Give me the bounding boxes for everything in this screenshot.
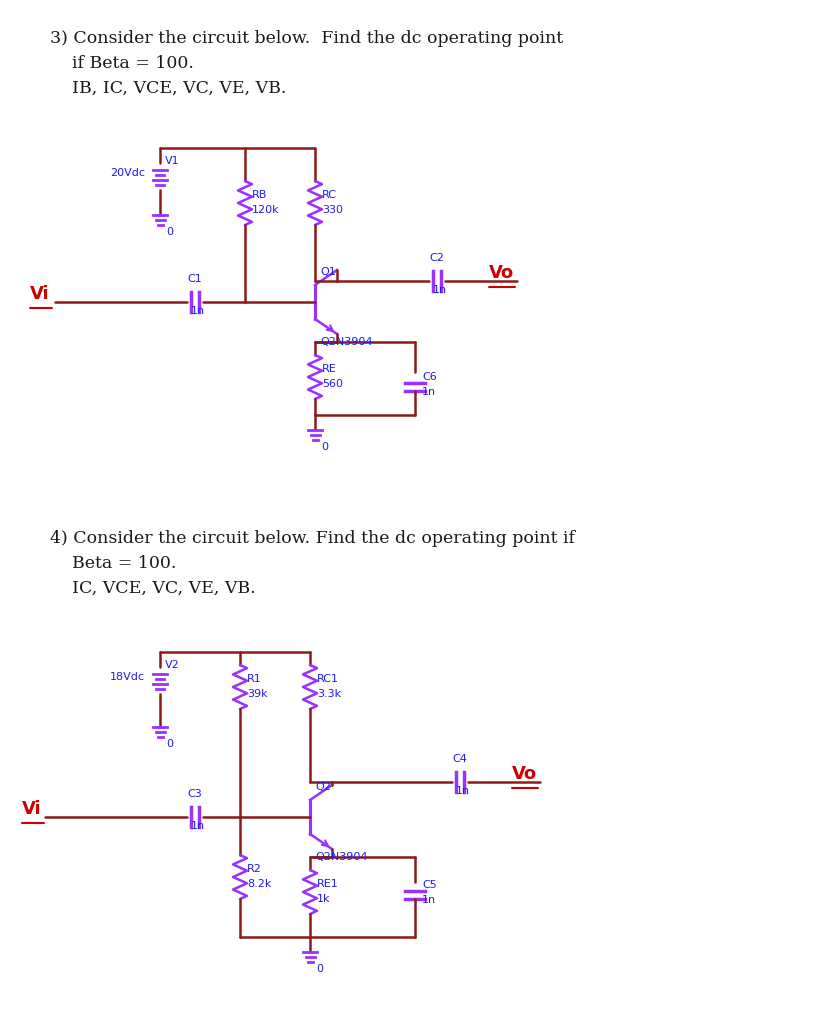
Text: Vo: Vo bbox=[512, 765, 537, 783]
Text: R1: R1 bbox=[247, 674, 262, 684]
Text: 1n: 1n bbox=[191, 821, 205, 831]
Text: 560: 560 bbox=[322, 379, 343, 389]
Text: 0: 0 bbox=[321, 442, 328, 452]
Text: C1: C1 bbox=[187, 274, 202, 284]
Text: 1n: 1n bbox=[422, 387, 436, 397]
Text: 1n: 1n bbox=[422, 895, 436, 905]
Text: 0: 0 bbox=[166, 227, 173, 237]
Text: 120k: 120k bbox=[252, 205, 280, 215]
Text: C2: C2 bbox=[429, 253, 444, 263]
Text: C4: C4 bbox=[452, 754, 467, 764]
Text: 330: 330 bbox=[322, 205, 343, 215]
Text: 3) Consider the circuit below.  Find the dc operating point: 3) Consider the circuit below. Find the … bbox=[50, 30, 563, 47]
Text: Q2: Q2 bbox=[315, 782, 331, 792]
Text: Q2N3904: Q2N3904 bbox=[315, 852, 367, 862]
Text: R2: R2 bbox=[247, 864, 262, 874]
Text: RC1: RC1 bbox=[317, 674, 339, 684]
Text: C3: C3 bbox=[187, 790, 202, 799]
Text: C6: C6 bbox=[422, 372, 436, 382]
Text: 0: 0 bbox=[166, 739, 173, 749]
Text: 20Vdc: 20Vdc bbox=[110, 168, 145, 178]
Text: RC: RC bbox=[322, 190, 337, 200]
Text: V2: V2 bbox=[165, 660, 180, 670]
Text: Q2N3904: Q2N3904 bbox=[320, 337, 373, 347]
Text: 0: 0 bbox=[316, 964, 323, 974]
Text: Vi: Vi bbox=[30, 285, 50, 303]
Text: V1: V1 bbox=[165, 156, 180, 166]
Text: IB, IC, VCE, VC, VE, VB.: IB, IC, VCE, VC, VE, VB. bbox=[50, 80, 286, 97]
Text: Vi: Vi bbox=[22, 800, 41, 818]
Text: 1k: 1k bbox=[317, 894, 331, 904]
Text: C5: C5 bbox=[422, 880, 436, 890]
Text: 3.3k: 3.3k bbox=[317, 689, 341, 699]
Text: IC, VCE, VC, VE, VB.: IC, VCE, VC, VE, VB. bbox=[50, 580, 256, 597]
Text: 1n: 1n bbox=[433, 285, 447, 295]
Text: 18Vdc: 18Vdc bbox=[110, 672, 145, 682]
Text: 1n: 1n bbox=[456, 786, 470, 796]
Text: RE: RE bbox=[322, 364, 337, 374]
Text: Beta = 100.: Beta = 100. bbox=[50, 555, 177, 572]
Text: 39k: 39k bbox=[247, 689, 267, 699]
Text: RE1: RE1 bbox=[317, 879, 339, 889]
Text: RB: RB bbox=[252, 190, 267, 200]
Text: Q1: Q1 bbox=[320, 267, 336, 278]
Text: 4) Consider the circuit below. Find the dc operating point if: 4) Consider the circuit below. Find the … bbox=[50, 530, 575, 547]
Text: 1n: 1n bbox=[191, 306, 205, 316]
Text: Vo: Vo bbox=[489, 264, 514, 282]
Text: 8.2k: 8.2k bbox=[247, 879, 271, 889]
Text: if Beta = 100.: if Beta = 100. bbox=[50, 55, 194, 72]
